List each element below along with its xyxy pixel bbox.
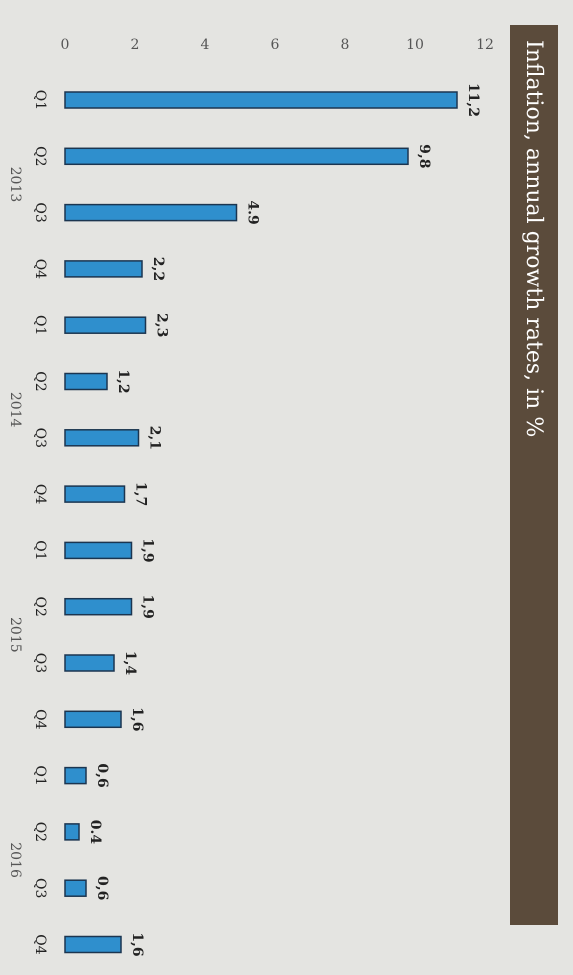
title-band [510, 25, 558, 925]
x-tick-label: Q3 [32, 428, 48, 448]
bar [64, 654, 115, 672]
x-tick-label: Q1 [32, 540, 48, 560]
y-tick-label: 0 [61, 37, 70, 53]
value-label: 4.9 [245, 200, 261, 224]
x-group-label: 2014 [7, 392, 23, 428]
y-tick-label: 12 [476, 37, 494, 53]
x-tick-label: Q2 [32, 597, 48, 617]
x-tick-label: Q4 [32, 484, 48, 504]
x-tick-label: Q3 [32, 653, 48, 673]
value-label: 2,2 [150, 257, 166, 281]
value-label: 1,6 [129, 932, 145, 956]
value-label: 0,6 [94, 763, 110, 787]
value-label: 1,2 [115, 369, 131, 393]
bar [64, 935, 122, 954]
bar [64, 597, 133, 616]
bar [64, 823, 80, 841]
bar [64, 260, 143, 278]
rotated-chart: Inflation, annual growth rates, in % 0 2 4… [7, 25, 558, 957]
x-group-label: 2013 [7, 167, 23, 203]
value-label: 0.4 [87, 820, 103, 845]
bar [64, 710, 122, 729]
value-label: 1,9 [140, 595, 156, 619]
value-label: 2,3 [154, 313, 170, 337]
x-tick-label: Q4 [32, 259, 48, 279]
bar [64, 879, 87, 897]
y-tick-label: 10 [406, 37, 424, 53]
y-tick-label: 6 [271, 37, 280, 53]
y-tick-label: 2 [131, 37, 140, 53]
bar [64, 203, 238, 222]
bar [64, 91, 458, 109]
x-tick-label: Q3 [32, 202, 48, 222]
value-label: 9,8 [416, 144, 432, 168]
x-group-label: 2015 [7, 617, 23, 653]
bar [64, 541, 133, 560]
value-label: 1,6 [129, 707, 145, 731]
x-tick-label: Q1 [32, 315, 48, 335]
x-tick-label: Q4 [32, 934, 48, 954]
x-group-label: 2016 [7, 842, 23, 878]
bar [64, 766, 87, 785]
bar [64, 485, 126, 503]
y-tick-label: 4 [201, 37, 210, 53]
bar [64, 429, 140, 447]
x-tick-label: Q1 [32, 90, 48, 110]
bar [64, 316, 147, 334]
x-tick-label: Q1 [32, 765, 48, 785]
x-tick-label: Q4 [32, 709, 48, 729]
x-tick-label: Q3 [32, 878, 48, 898]
value-label: 1,9 [140, 538, 156, 562]
chart-title: Inflation, annual growth rates, in % [521, 40, 546, 437]
x-tick-label: Q2 [32, 146, 48, 166]
value-label: 1,4 [122, 651, 138, 676]
bar [64, 147, 409, 166]
x-tick-label: Q2 [32, 822, 48, 842]
value-label: 11,2 [465, 83, 481, 117]
x-tick-label: Q2 [32, 371, 48, 391]
bar [64, 372, 108, 391]
value-label: 2,1 [147, 426, 163, 450]
value-label: 0,6 [94, 876, 110, 900]
y-tick-label: 8 [341, 37, 350, 53]
value-label: 1,7 [133, 482, 149, 506]
